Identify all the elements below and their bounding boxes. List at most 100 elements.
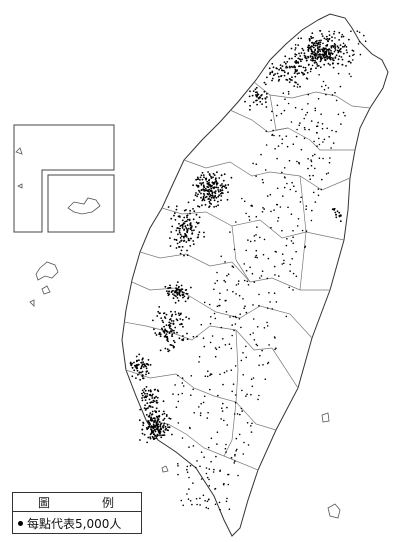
population-dot <box>301 108 303 111</box>
population-dot <box>327 62 330 65</box>
population-dot <box>232 315 235 318</box>
population-dot <box>300 60 302 63</box>
population-dot <box>330 46 333 49</box>
population-dot <box>297 44 300 46</box>
population-dot <box>207 186 210 189</box>
population-dot <box>276 72 279 75</box>
population-dot <box>218 177 221 179</box>
population-dot <box>206 180 209 183</box>
population-dot <box>303 52 306 55</box>
population-dot <box>327 172 330 174</box>
population-dot <box>226 424 229 426</box>
population-dot <box>300 148 303 151</box>
population-dot <box>154 332 157 334</box>
population-dot <box>186 224 189 227</box>
population-dot <box>186 471 189 474</box>
population-dot <box>324 84 327 87</box>
population-dot <box>157 427 159 430</box>
population-dot <box>180 235 183 238</box>
population-dot <box>318 74 320 76</box>
population-dot <box>186 214 188 217</box>
population-dot <box>297 218 300 220</box>
population-dot <box>263 327 266 329</box>
population-dot <box>191 229 193 232</box>
population-dot <box>303 137 306 140</box>
population-dot <box>292 272 295 275</box>
population-dot <box>168 426 171 429</box>
population-dot <box>256 91 258 93</box>
population-dot <box>157 429 160 431</box>
population-dot <box>222 483 225 486</box>
population-dot <box>180 289 182 292</box>
population-dot <box>173 341 176 344</box>
population-dot <box>151 397 154 399</box>
population-dot <box>222 402 224 405</box>
population-dot <box>228 343 231 346</box>
population-dot <box>178 231 181 234</box>
population-dot <box>192 335 195 338</box>
population-dot <box>335 216 338 219</box>
population-dot <box>160 317 163 319</box>
population-dot <box>224 281 227 283</box>
population-dot <box>179 323 181 326</box>
population-dot <box>162 434 165 437</box>
population-dot <box>171 333 174 336</box>
population-dot <box>145 386 148 388</box>
population-dots <box>129 29 367 511</box>
population-dot <box>192 482 194 484</box>
population-dot <box>303 126 306 129</box>
population-dot <box>328 136 331 138</box>
population-dot <box>248 95 251 98</box>
population-dot <box>256 326 259 328</box>
population-dot <box>187 237 190 240</box>
population-dot <box>276 157 278 160</box>
population-dot <box>189 209 192 212</box>
population-dot <box>214 282 216 285</box>
population-dot <box>175 208 178 211</box>
population-dot <box>290 121 293 123</box>
population-dot <box>333 50 336 53</box>
population-dot <box>200 323 203 326</box>
population-dot <box>147 407 149 409</box>
population-dot <box>337 113 340 116</box>
population-dot <box>330 56 333 59</box>
population-dot <box>146 363 149 366</box>
population-dot <box>330 45 333 48</box>
population-dot <box>346 51 348 54</box>
population-dot <box>245 356 247 359</box>
population-dot <box>223 371 226 374</box>
population-dot <box>261 103 263 105</box>
population-dot <box>217 190 220 193</box>
population-dot <box>202 401 205 404</box>
population-dot <box>162 419 165 421</box>
population-dot <box>259 354 261 357</box>
population-dot <box>227 273 230 276</box>
population-dot <box>333 30 336 33</box>
population-dot <box>141 399 144 402</box>
population-dot <box>311 59 314 62</box>
population-dot <box>225 451 227 453</box>
population-dot <box>140 371 142 374</box>
population-dot <box>254 256 257 259</box>
population-dot <box>142 422 145 424</box>
population-dot <box>166 290 168 292</box>
population-dot <box>243 441 245 444</box>
population-dot <box>261 178 264 181</box>
population-dot <box>207 411 209 414</box>
population-dot <box>229 231 231 233</box>
population-dot <box>209 322 212 325</box>
population-dot <box>281 171 283 174</box>
population-dot <box>180 288 183 290</box>
population-dot <box>186 465 189 468</box>
population-dot <box>263 238 266 241</box>
population-dot <box>174 219 177 221</box>
population-dot <box>337 50 340 53</box>
population-dot <box>341 46 344 48</box>
population-dot <box>160 422 163 425</box>
population-dot <box>230 456 233 459</box>
population-dot <box>332 59 334 61</box>
population-dot <box>138 359 140 362</box>
population-dot <box>268 292 270 294</box>
population-dot <box>241 389 243 392</box>
population-dot <box>140 361 143 364</box>
